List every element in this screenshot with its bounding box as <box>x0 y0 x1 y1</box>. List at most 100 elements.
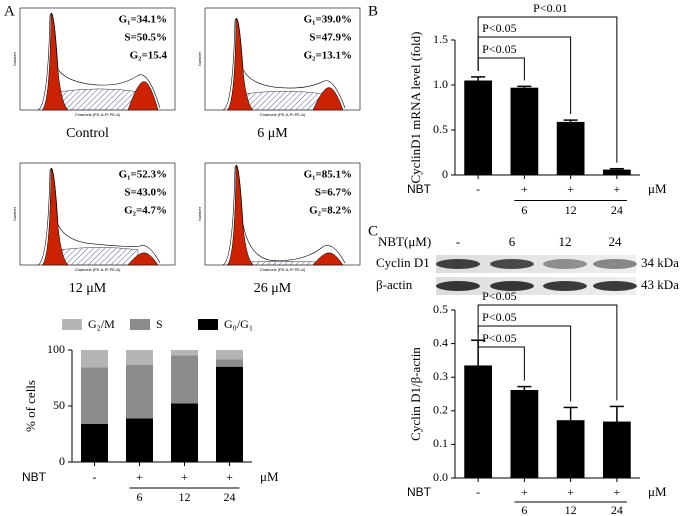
dose-label: 6 <box>137 490 143 504</box>
x-unit: μM <box>260 469 279 484</box>
y-tick-label: 100 <box>47 342 65 356</box>
x-tick-label: + <box>521 485 528 499</box>
y-axis-label: % of cells <box>23 380 38 432</box>
x-tick-label: + <box>181 470 188 484</box>
dose-label: 24 <box>611 203 623 217</box>
x-tick-label: + <box>613 485 620 499</box>
y-tick-label: 0.5 <box>433 122 448 136</box>
flow-y-label: Number <box>12 206 17 221</box>
y-tick-label: 1.0 <box>433 77 448 91</box>
bar-segment <box>171 355 198 404</box>
y-axis-label: CyclinD1 mRNA level (fold) <box>408 31 423 183</box>
flow-stat: G₂=4.7% <box>124 205 167 217</box>
flow-stat: S=47.9% <box>309 32 352 44</box>
flow-stat: S=6.7% <box>315 187 352 199</box>
y-tick-label: 0 <box>59 454 65 468</box>
flow-stat: G₂=15.4 <box>130 50 168 62</box>
flow-stat: G₁=85.1% <box>304 169 352 181</box>
flow-stat: S=50.5% <box>124 32 167 44</box>
significance-label: P<0.05 <box>482 21 516 35</box>
flow-caption: 12 μM <box>69 281 107 296</box>
s-phase <box>244 91 324 111</box>
panel-label: B <box>368 3 378 19</box>
legend-label: G₂/M <box>88 317 115 331</box>
flow-stat: G₁=34.1% <box>119 14 167 26</box>
flow-stat: G₁=52.3% <box>119 169 167 181</box>
x-tick-label: + <box>613 182 620 196</box>
significance-label: P<0.05 <box>482 289 516 303</box>
x-row-label: NBT <box>407 182 432 196</box>
flow-x-label: Channels (PE-A-PI PE-A) <box>75 112 121 117</box>
legend-swatch <box>130 319 150 330</box>
bar-segment <box>126 418 153 462</box>
flow-histogram: Channels (PE-A-PI PE-A) Number G₁=85.1% S=6… <box>197 162 361 272</box>
blot-band <box>543 259 587 269</box>
blot-band <box>436 281 480 291</box>
bar-segment <box>216 366 243 462</box>
bar <box>510 87 539 175</box>
bar <box>556 121 585 175</box>
y-tick-label: 0 <box>442 167 448 181</box>
outline <box>37 13 161 111</box>
s-phase <box>59 88 139 111</box>
y-tick-label: 0.1 <box>433 436 448 450</box>
bar-segment <box>216 350 243 360</box>
flow-y-label: Number <box>197 206 202 221</box>
bar-segment <box>81 350 108 368</box>
bar-segment <box>171 350 198 356</box>
bar-segment <box>81 367 108 424</box>
legend-label: S <box>156 317 163 331</box>
significance-label: P<0.05 <box>482 331 516 345</box>
blot-lane: - <box>456 234 460 249</box>
s-phase <box>59 247 139 266</box>
significance-label: P<0.01 <box>533 1 567 15</box>
blot-membrane <box>436 277 636 295</box>
bar-segment <box>216 359 243 367</box>
flow-caption: 6 μM <box>257 126 288 141</box>
outline <box>37 168 161 266</box>
blot-header: NBT(μM) <box>378 234 431 249</box>
y-tick-label: 0.5 <box>433 302 448 316</box>
x-tick-label: - <box>93 470 97 484</box>
y-tick-label: 0.2 <box>433 403 448 417</box>
blot-band <box>490 259 534 269</box>
y-tick-label: 0.0 <box>433 470 448 484</box>
blot-band <box>490 281 534 291</box>
flow-histogram: Channels (PE-A-PI PE-A) Number G₁=39.0% S=4… <box>197 7 361 117</box>
g2-peak <box>127 252 159 266</box>
y-tick-label: 0.3 <box>433 369 448 383</box>
x-row-label: NBT <box>22 470 47 484</box>
significance-label: P<0.05 <box>482 310 516 324</box>
y-tick-label: 1.5 <box>433 32 448 46</box>
g1-peak <box>226 164 254 266</box>
x-tick-label: - <box>476 485 480 499</box>
flow-y-label: Number <box>12 51 17 66</box>
blot-band <box>436 259 480 269</box>
panel-label: C <box>368 223 378 239</box>
blot-band <box>543 281 587 291</box>
significance-bracket <box>477 334 525 381</box>
x-tick-label: + <box>567 182 574 196</box>
outline <box>222 18 346 111</box>
x-tick-label: + <box>136 470 143 484</box>
bar <box>510 389 539 478</box>
blot-lane: 24 <box>609 234 623 249</box>
flow-stat: G₂=8.2% <box>309 205 352 217</box>
blot-membrane <box>436 255 636 273</box>
x-tick-label: + <box>521 182 528 196</box>
y-tick-label: 0.4 <box>433 335 448 349</box>
x-tick-label: - <box>476 182 480 196</box>
blot-row-name: Cyclin D1 <box>376 255 430 270</box>
flow-x-label: Channels (PE-A-PI PE-A) <box>260 267 306 272</box>
legend-label: G₀/G₁ <box>224 317 253 331</box>
dose-label: 12 <box>179 490 191 504</box>
flow-caption: Control <box>66 126 109 141</box>
dose-label: 6 <box>521 503 527 516</box>
flow-stat: G₁=39.0% <box>304 14 352 26</box>
bar-segment <box>126 350 153 365</box>
bar <box>464 365 492 478</box>
blot-band <box>593 281 637 291</box>
x-tick-label: + <box>226 470 233 484</box>
panel-label: A <box>4 3 15 19</box>
bar <box>603 421 631 478</box>
